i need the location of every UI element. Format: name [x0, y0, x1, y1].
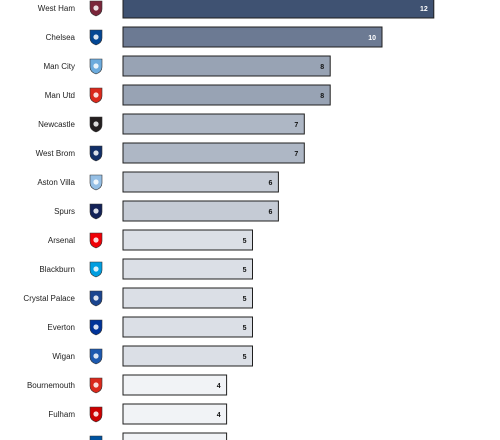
bar-value-everton: 5 — [243, 325, 247, 332]
bar-spurs — [122, 200, 279, 222]
bar-chelsea — [122, 26, 383, 48]
bar-value-bournemouth: 4 — [217, 383, 221, 390]
leicester-crest-icon — [89, 435, 103, 440]
blackburn-crest-icon — [89, 261, 103, 278]
bar-man-city — [122, 55, 331, 77]
newcastle-crest-icon — [89, 116, 103, 133]
team-label-chelsea: Chelsea — [46, 33, 76, 42]
everton-crest-icon — [89, 319, 103, 336]
bar-man-utd — [122, 84, 331, 106]
team-label-spurs: Spurs — [54, 207, 75, 216]
bournemouth-crest-icon — [89, 377, 103, 394]
team-label-west-brom: West Brom — [36, 149, 76, 158]
bar-aston-villa — [122, 171, 279, 193]
team-label-man-city: Man City — [43, 62, 75, 71]
team-label-west-ham: West Ham — [38, 4, 76, 13]
bar-newcastle — [122, 113, 305, 135]
bar-fulham — [122, 403, 228, 425]
bar-value-spurs: 6 — [268, 209, 272, 216]
bar-blackburn — [122, 258, 253, 280]
bar-wigan — [122, 345, 253, 367]
team-label-wigan: Wigan — [52, 352, 75, 361]
bar-value-aston-villa: 6 — [268, 180, 272, 187]
west-brom-crest-icon — [89, 145, 103, 162]
bar-value-west-brom: 7 — [294, 151, 298, 158]
bar-value-man-utd: 8 — [320, 93, 324, 100]
chelsea-crest-icon — [89, 29, 103, 46]
wigan-crest-icon — [89, 348, 103, 365]
team-label-fulham: Fulham — [48, 410, 75, 419]
spurs-crest-icon — [89, 203, 103, 220]
bar-leicester — [122, 432, 228, 440]
bar-bournemouth — [122, 374, 228, 396]
team-label-crystal-palace: Crystal Palace — [23, 294, 75, 303]
bar-value-blackburn: 5 — [243, 267, 247, 274]
team-label-blackburn: Blackburn — [39, 265, 75, 274]
bar-everton — [122, 316, 253, 338]
man-utd-crest-icon — [89, 87, 103, 104]
bar-west-brom — [122, 142, 305, 164]
bar-value-wigan: 5 — [243, 354, 247, 361]
bar-value-crystal-palace: 5 — [243, 296, 247, 303]
team-label-arsenal: Arsenal — [48, 236, 75, 245]
team-label-newcastle: Newcastle — [38, 120, 75, 129]
fulham-crest-icon — [89, 406, 103, 423]
team-label-bournemouth: Bournemouth — [27, 381, 75, 390]
team-label-everton: Everton — [47, 323, 75, 332]
bar-value-west-ham: 12 — [420, 6, 428, 13]
team-label-aston-villa: Aston Villa — [37, 178, 75, 187]
arsenal-crest-icon — [89, 232, 103, 249]
bar-crystal-palace — [122, 287, 253, 309]
bar-value-fulham: 4 — [217, 412, 221, 419]
west-ham-crest-icon — [89, 0, 103, 17]
man-city-crest-icon — [89, 58, 103, 75]
bar-value-newcastle: 7 — [294, 122, 298, 129]
crystal-palace-crest-icon — [89, 290, 103, 307]
bar-value-chelsea: 10 — [368, 35, 376, 42]
bar-arsenal — [122, 229, 253, 251]
bar-west-ham — [122, 0, 435, 19]
bar-value-man-city: 8 — [320, 64, 324, 71]
aston-villa-crest-icon — [89, 174, 103, 191]
team-label-man-utd: Man Utd — [45, 91, 75, 100]
bar-value-arsenal: 5 — [243, 238, 247, 245]
